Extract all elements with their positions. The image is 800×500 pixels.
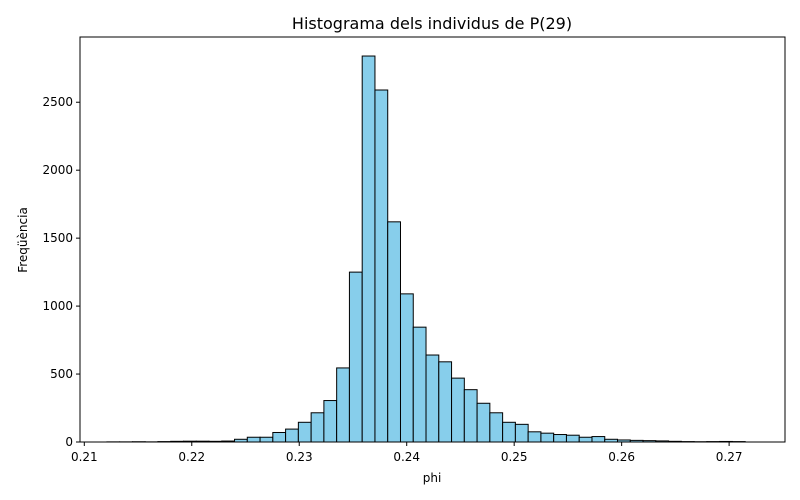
y-tick-label: 2000 [42, 163, 73, 177]
histogram-bar [578, 436, 593, 443]
histogram-bar [336, 367, 350, 443]
y-tick-label: 1000 [42, 299, 73, 313]
histogram-bar [387, 221, 401, 443]
histogram-bar [399, 293, 414, 443]
histogram-bar [438, 361, 453, 443]
y-axis: 0 500 1000 1500 2000 2500 [42, 95, 80, 449]
histogram-bar [514, 423, 529, 443]
histogram-bar [348, 271, 363, 443]
histogram-bar [591, 436, 606, 443]
y-tick-label: 500 [50, 367, 73, 381]
x-axis-label: phi [423, 471, 442, 485]
x-tick-label: 0.27 [716, 450, 743, 464]
histogram-bar [476, 402, 491, 443]
y-tick-label: 2500 [42, 95, 73, 109]
histogram-bar [272, 431, 287, 443]
x-tick-label: 0.23 [286, 450, 313, 464]
plot-frame [79, 36, 786, 443]
histogram-bar [297, 421, 312, 443]
histogram-bar [323, 400, 338, 443]
histogram-bar [463, 389, 478, 443]
x-axis: 0.21 0.22 0.23 0.24 0.25 0.26 0.27 [71, 442, 743, 464]
y-axis-label: Freqüència [16, 207, 30, 273]
y-tick-label: 1500 [42, 231, 73, 245]
histogram-bar [285, 428, 299, 443]
histogram-bar [502, 421, 516, 443]
y-tick-label: 0 [65, 435, 73, 449]
x-tick-label: 0.22 [178, 450, 205, 464]
x-tick-label: 0.21 [71, 450, 98, 464]
x-tick-label: 0.26 [608, 450, 635, 464]
histogram-bar [451, 377, 465, 443]
histogram-bar [527, 431, 542, 443]
histogram-bars [106, 55, 746, 443]
histogram-bar [246, 436, 261, 443]
histogram-bar [310, 412, 325, 443]
histogram-bar [361, 55, 376, 443]
histogram-bar [565, 434, 580, 443]
histogram-bar [489, 412, 504, 443]
histogram-bar [259, 436, 274, 443]
chart-title: Histograma dels individus de P(29) [292, 14, 572, 33]
histogram-bar [425, 354, 440, 443]
histogram-bar [540, 432, 555, 443]
histogram-bar [553, 434, 567, 443]
histogram-bar [374, 89, 389, 443]
x-tick-label: 0.24 [393, 450, 420, 464]
x-tick-label: 0.25 [501, 450, 528, 464]
histogram-bar [412, 326, 427, 443]
